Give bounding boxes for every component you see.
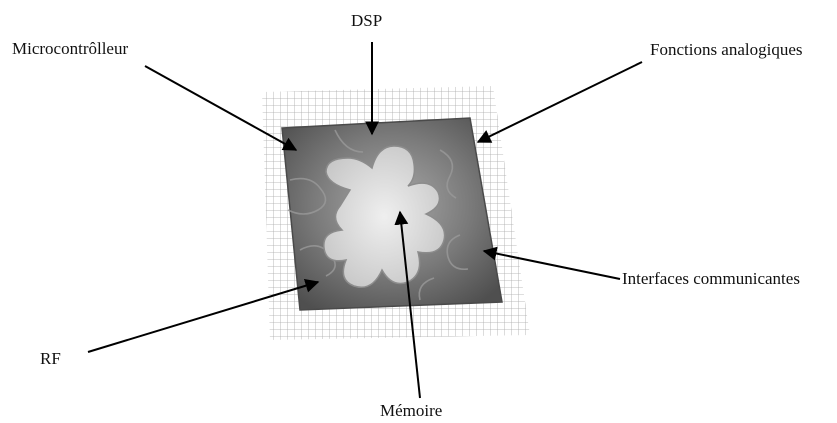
- memory-puzzle-piece: [323, 145, 446, 288]
- label-rf: RF: [40, 349, 61, 368]
- arrow-interfaces-communicantes: [482, 246, 621, 280]
- label-memoire: Mémoire: [380, 401, 443, 420]
- puzzle-seams: [287, 129, 469, 301]
- arrow-microcontroleur: [144, 65, 298, 151]
- arrow-rf: [87, 278, 320, 353]
- label-microcontroleur: Microcontrôlleur: [12, 39, 129, 58]
- label-interfaces-communicantes: Interfaces communicantes: [622, 269, 800, 288]
- label-fonctions-analogiques: Fonctions analogiques: [650, 40, 803, 59]
- arrows: [87, 42, 643, 399]
- arrow-fonctions-analogiques: [476, 61, 643, 143]
- label-dsp: DSP: [351, 11, 383, 30]
- arrow-memoire: [394, 210, 421, 399]
